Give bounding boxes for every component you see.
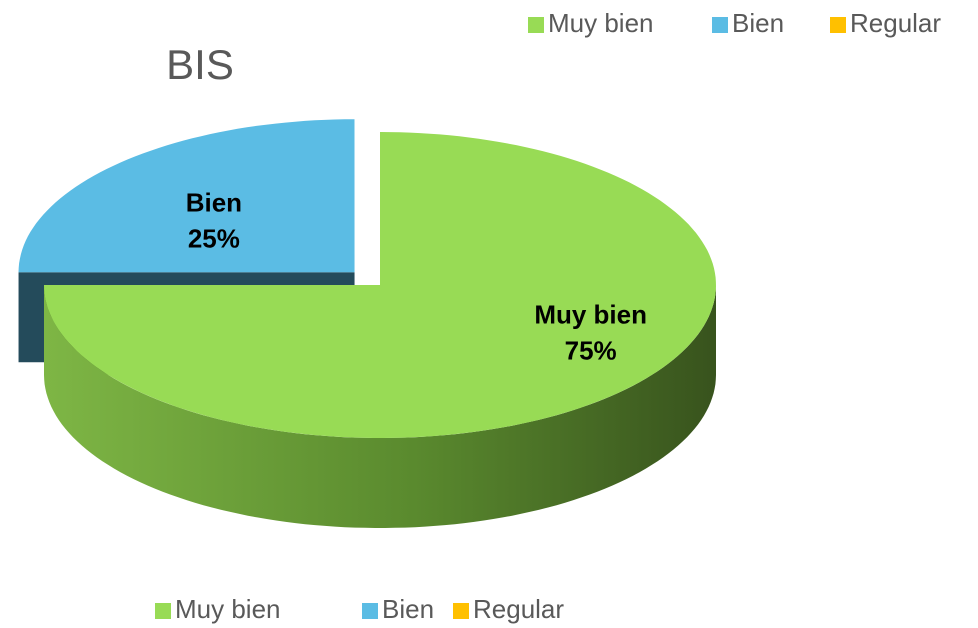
legend-label: Muy bien (548, 8, 654, 38)
legend-label: Muy bien (175, 594, 281, 624)
legend-label: Regular (473, 594, 564, 624)
data-label-name: Muy bien (534, 299, 647, 329)
legend-label: Bien (732, 8, 784, 38)
slice-top (18, 119, 355, 273)
legend-swatch (712, 17, 728, 33)
pie (18, 119, 716, 528)
legend-label: Regular (850, 8, 941, 38)
legend-swatch (362, 603, 378, 619)
slice-side (44, 285, 716, 528)
legend-label: Bien (382, 594, 434, 624)
data-label-value: 25% (188, 224, 240, 254)
legend-swatch (453, 603, 469, 619)
data-label-name: Bien (186, 188, 242, 218)
chart-title: BIS (166, 41, 234, 88)
legend-swatch (528, 17, 544, 33)
legend-swatch (830, 17, 846, 33)
legend-swatch (155, 603, 171, 619)
legends: Muy bien Bien Regular Muy bien Bien Regular (155, 8, 941, 624)
slice (44, 132, 716, 528)
data-label-value: 75% (565, 335, 617, 365)
slice-top (44, 132, 716, 438)
